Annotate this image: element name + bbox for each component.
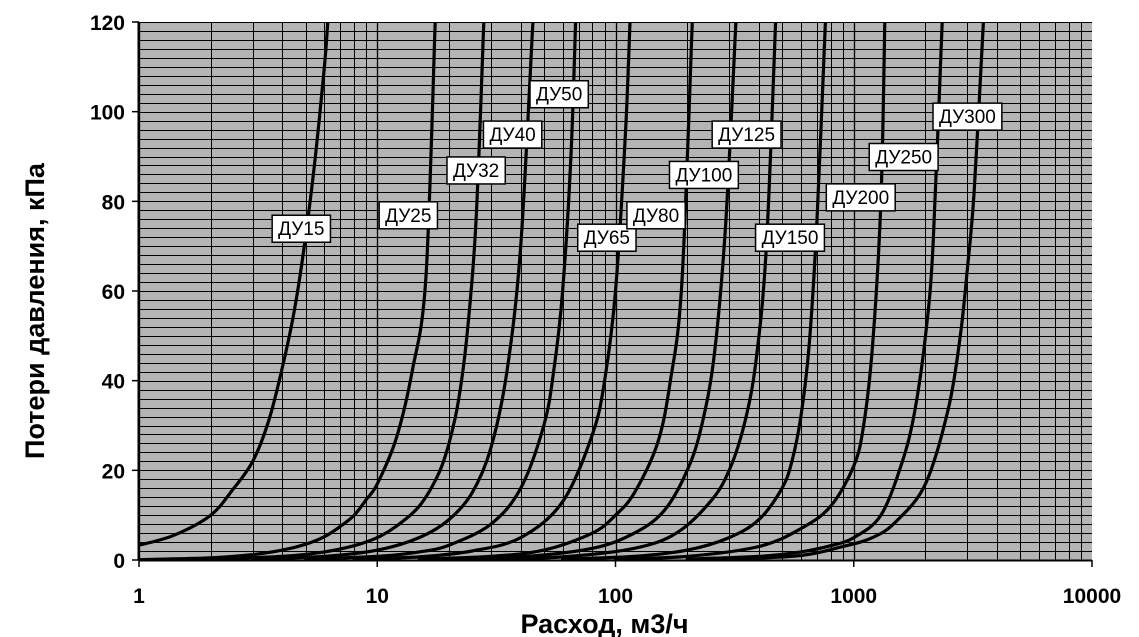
svg-text:ДУ32: ДУ32 [453,161,499,182]
series-label-ДУ32: ДУ32 [446,156,507,185]
series-label-ДУ50: ДУ50 [529,79,590,109]
x-tick-label: 1000 [830,585,877,608]
series-line-ДУ40 [251,22,535,560]
x-tick-label: 10 [366,585,389,608]
y-tick-label: 120 [90,12,125,35]
y-axis-title: Потери давления, кПа [20,162,50,459]
series-label-ДУ100: ДУ100 [668,160,740,190]
series-line-ДУ32 [209,22,486,560]
x-tick-label: 100 [598,585,633,608]
series-line-ДУ25 [139,22,437,560]
series-line-ДУ100 [447,22,738,560]
y-tick-label: 0 [113,550,125,573]
svg-text:ДУ65: ДУ65 [584,228,630,249]
series-label-ДУ150: ДУ150 [754,223,826,252]
svg-text:ДУ300: ДУ300 [939,107,996,128]
series-line-ДУ65 [352,22,632,560]
series-label-ДУ40: ДУ40 [482,120,543,149]
x-axis-title: Расход, м3/ч [520,609,688,637]
x-tick-label: 10000 [1063,585,1121,608]
svg-text:ДУ125: ДУ125 [718,125,775,146]
series-label-ДУ25: ДУ25 [378,201,439,230]
series-line-ДУ80 [417,22,694,560]
series-label-ДУ125: ДУ125 [711,120,782,149]
y-tick-label: 100 [90,102,125,125]
series-label-ДУ80: ДУ80 [626,201,686,230]
svg-text:ДУ80: ДУ80 [633,206,679,227]
svg-text:ДУ100: ДУ100 [675,165,732,186]
series-line-ДУ300 [727,22,985,560]
series-label-ДУ250: ДУ250 [868,142,939,172]
svg-text:ДУ200: ДУ200 [832,188,889,209]
svg-text:ДУ250: ДУ250 [875,148,932,169]
y-tick-label: 20 [102,460,125,483]
svg-text:ДУ15: ДУ15 [278,219,324,240]
series-line-ДУ15 [139,22,330,547]
svg-text:ДУ40: ДУ40 [489,125,535,146]
series-line-ДУ50 [303,22,578,560]
x-tick-label: 1 [133,585,145,608]
series-label-ДУ15: ДУ15 [271,214,332,243]
svg-text:ДУ50: ДУ50 [536,85,582,106]
y-tick-label: 40 [102,371,125,394]
series-label-ДУ300: ДУ300 [932,102,1003,131]
series-label-ДУ200: ДУ200 [825,183,896,212]
svg-text:ДУ150: ДУ150 [762,228,819,249]
y-tick-label: 80 [102,191,125,214]
svg-text:ДУ25: ДУ25 [385,206,431,227]
y-tick-label: 60 [102,281,125,304]
series-line-ДУ250 [685,22,944,560]
